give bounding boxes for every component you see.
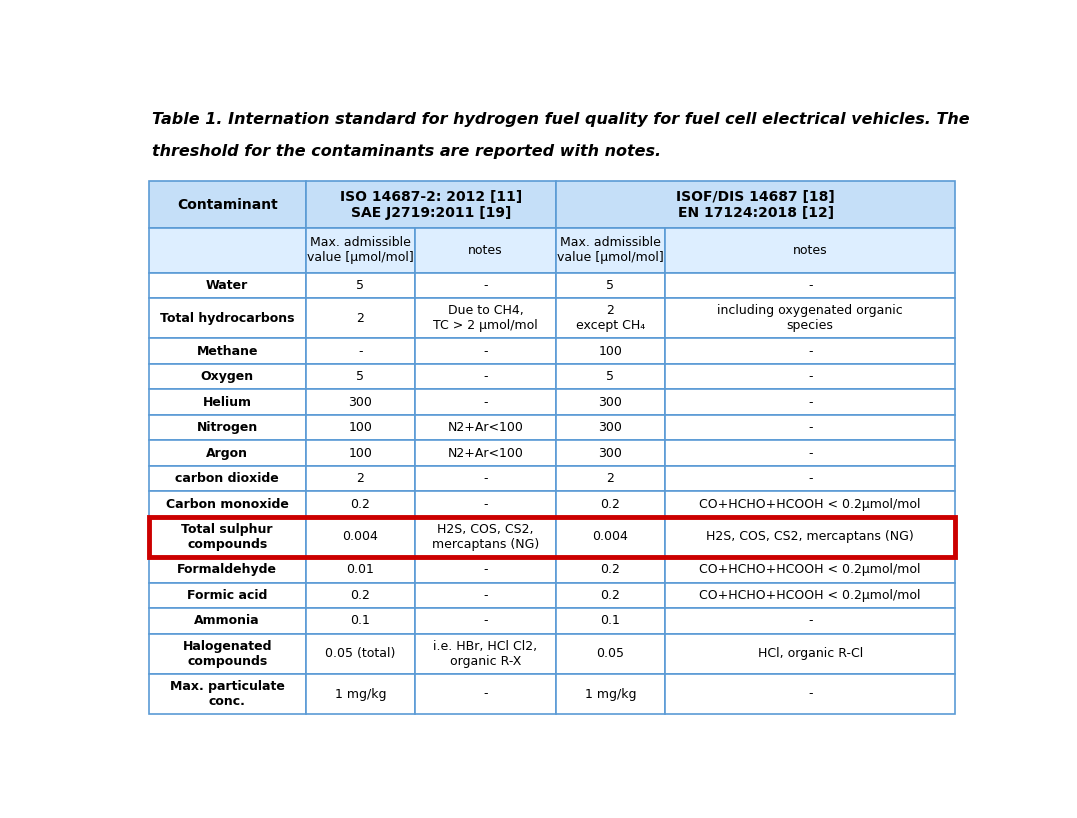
Text: Methane: Methane — [196, 344, 258, 357]
Bar — [665, 440, 955, 466]
Text: H2S, COS, CS2,
mercaptans (NG): H2S, COS, CS2, mercaptans (NG) — [432, 523, 538, 551]
Bar — [415, 608, 556, 634]
Bar — [415, 440, 556, 466]
Bar — [149, 228, 306, 272]
Text: 0.1: 0.1 — [350, 614, 370, 627]
Text: Oxygen: Oxygen — [200, 370, 254, 383]
Bar — [306, 634, 415, 674]
Bar — [306, 182, 556, 228]
Bar — [665, 492, 955, 517]
Bar — [415, 339, 556, 364]
Bar — [149, 339, 306, 364]
Bar — [306, 389, 415, 415]
Bar — [665, 228, 955, 272]
Text: Argon: Argon — [206, 447, 248, 460]
Bar — [415, 228, 556, 272]
Bar — [306, 674, 415, 714]
Bar — [415, 272, 556, 298]
Bar — [556, 582, 665, 608]
Text: Nitrogen: Nitrogen — [197, 421, 257, 434]
Text: -: - — [359, 344, 363, 357]
Text: Max. particulate
conc.: Max. particulate conc. — [170, 680, 284, 708]
Bar — [415, 634, 556, 674]
Text: -: - — [484, 472, 488, 485]
Text: -: - — [484, 370, 488, 383]
Text: CO+HCHO+HCOOH < 0.2μmol/mol: CO+HCHO+HCOOH < 0.2μmol/mol — [699, 564, 921, 577]
Text: 100: 100 — [349, 447, 373, 460]
Bar — [306, 339, 415, 364]
Text: 2: 2 — [356, 472, 364, 485]
Text: -: - — [808, 279, 812, 292]
Bar — [149, 582, 306, 608]
Text: 5: 5 — [606, 279, 615, 292]
Bar — [556, 298, 665, 339]
Text: Total hydrocarbons: Total hydrocarbons — [160, 312, 294, 325]
Bar — [556, 492, 665, 517]
Text: -: - — [808, 421, 812, 434]
Text: -: - — [484, 614, 488, 627]
Bar — [149, 634, 306, 674]
Bar — [306, 492, 415, 517]
Text: 5: 5 — [356, 279, 364, 292]
Text: 1 mg/kg: 1 mg/kg — [335, 687, 386, 700]
Text: -: - — [808, 687, 812, 700]
Text: 0.004: 0.004 — [342, 531, 378, 543]
Bar — [306, 517, 415, 557]
Text: 5: 5 — [356, 370, 364, 383]
Text: Contaminant: Contaminant — [177, 198, 278, 212]
Text: Max. admissible
value [μmol/mol]: Max. admissible value [μmol/mol] — [557, 236, 663, 264]
Text: Due to CH4,
TC > 2 μmol/mol: Due to CH4, TC > 2 μmol/mol — [433, 304, 537, 332]
Text: -: - — [808, 344, 812, 357]
Bar — [415, 557, 556, 582]
Text: -: - — [808, 447, 812, 460]
Bar — [149, 492, 306, 517]
Bar — [415, 389, 556, 415]
Text: Max. admissible
value [μmol/mol]: Max. admissible value [μmol/mol] — [307, 236, 414, 264]
Text: ISOF/DIS 14687 [18]
EN 17124:2018 [12]: ISOF/DIS 14687 [18] EN 17124:2018 [12] — [676, 190, 835, 220]
Text: 300: 300 — [599, 396, 623, 409]
Text: carbon dioxide: carbon dioxide — [176, 472, 279, 485]
Bar — [149, 182, 306, 228]
Text: 2: 2 — [606, 472, 614, 485]
Text: Water: Water — [206, 279, 249, 292]
Bar — [665, 466, 955, 492]
Bar — [149, 415, 306, 440]
Text: i.e. HBr, HCl Cl2,
organic R-X: i.e. HBr, HCl Cl2, organic R-X — [433, 640, 537, 667]
Bar — [415, 492, 556, 517]
Text: -: - — [484, 687, 488, 700]
Bar — [149, 364, 306, 389]
Text: 0.1: 0.1 — [601, 614, 620, 627]
Bar — [149, 389, 306, 415]
Text: 0.2: 0.2 — [601, 589, 620, 602]
Text: -: - — [808, 396, 812, 409]
Bar — [415, 415, 556, 440]
Text: 2: 2 — [356, 312, 364, 325]
Text: 0.05: 0.05 — [597, 647, 625, 660]
Text: 0.2: 0.2 — [350, 589, 370, 602]
Bar — [665, 415, 955, 440]
Bar — [665, 298, 955, 339]
Bar — [306, 228, 415, 272]
Bar — [556, 674, 665, 714]
Text: 0.2: 0.2 — [601, 497, 620, 510]
Bar — [306, 608, 415, 634]
Bar — [415, 582, 556, 608]
Text: 300: 300 — [599, 447, 623, 460]
Bar — [556, 608, 665, 634]
Bar — [306, 466, 415, 492]
Bar — [306, 440, 415, 466]
Text: -: - — [808, 472, 812, 485]
Bar — [415, 466, 556, 492]
Text: Formic acid: Formic acid — [187, 589, 267, 602]
Text: Helium: Helium — [202, 396, 252, 409]
Bar — [415, 517, 556, 557]
Bar — [306, 298, 415, 339]
Text: CO+HCHO+HCOOH < 0.2μmol/mol: CO+HCHO+HCOOH < 0.2μmol/mol — [699, 589, 921, 602]
Bar — [556, 557, 665, 582]
Text: Carbon monoxide: Carbon monoxide — [166, 497, 289, 510]
Bar — [306, 364, 415, 389]
Bar — [665, 608, 955, 634]
Text: 0.05 (total): 0.05 (total) — [325, 647, 395, 660]
Text: 2
except CH₄: 2 except CH₄ — [576, 304, 645, 332]
Bar — [556, 415, 665, 440]
